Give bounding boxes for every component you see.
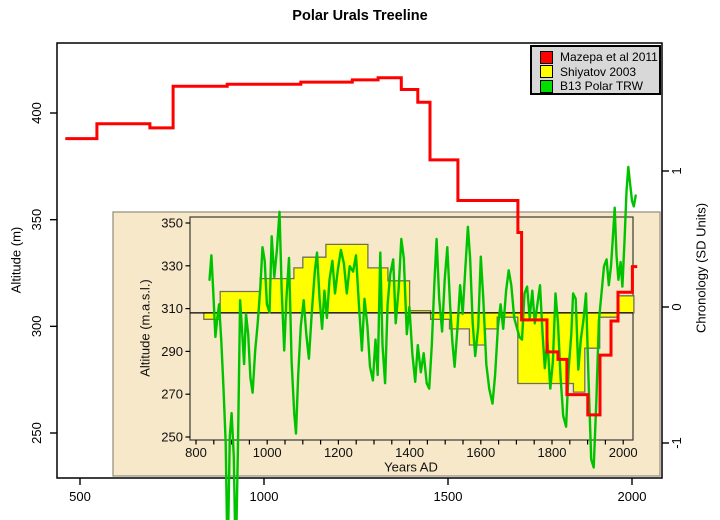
chart-title: Polar Urals Treeline (292, 8, 428, 24)
inset-x-tick-label: 2000 (609, 445, 638, 460)
legend-item-b13: B13 Polar TRW (540, 79, 659, 94)
right-axis-tick-label: 0 (669, 303, 684, 310)
inset-x-tick-label: 1200 (324, 445, 353, 460)
inset-x-axis-title: Years AD (384, 459, 438, 475)
inset-x-tick-label: 1400 (395, 445, 424, 460)
legend-label: B13 Polar TRW (560, 79, 643, 94)
inset-y-tick-label: 310 (161, 301, 183, 316)
right-axis-tick-label: 1 (669, 167, 684, 174)
right-axis-title: Chronology (SD Units) (693, 202, 709, 334)
mazepa-treeline (65, 76, 638, 417)
legend-item-shiyatov: Shiyatov 2003 (540, 65, 659, 80)
left-axis-title: Altitude (m) (8, 226, 24, 294)
x-axis-tick-label: 2000 (618, 489, 647, 504)
inset-x-tick-label: 1600 (466, 445, 495, 460)
legend-swatch-green (540, 79, 553, 93)
main-plot-box (56, 42, 663, 479)
inset-x-tick-label: 1800 (538, 445, 567, 460)
inset-x-tick-label: 800 (185, 445, 207, 460)
right-axis-tick-label: -1 (669, 437, 684, 449)
x-axis-tick-label: 500 (69, 489, 91, 504)
inset-y-tick-label: 270 (161, 387, 183, 402)
inset-plot-box (189, 216, 634, 441)
left-axis-tick-label: 250 (29, 422, 44, 444)
x-axis-tick-label: 1000 (250, 489, 279, 504)
legend-swatch-red (540, 50, 553, 64)
legend-label: Shiyatov 2003 (560, 64, 637, 79)
legend-label: Mazepa et al 2011 (560, 50, 658, 65)
inset-y-tick-label: 350 (161, 216, 183, 231)
left-axis-tick-label: 350 (29, 209, 44, 231)
x-axis-tick-label: 1500 (434, 489, 463, 504)
legend: Mazepa et al 2011 Shiyatov 2003 B13 Pola… (530, 45, 661, 95)
shiyatov-area (203, 243, 635, 393)
b13-trw-line (208, 165, 637, 520)
inset-y-tick-label: 290 (161, 344, 183, 359)
left-axis-tick-label: 300 (29, 315, 44, 337)
legend-item-mazepa: Mazepa et al 2011 (540, 50, 659, 65)
inset-y-axis-title: Altitude (m.a.s.l.) (137, 279, 153, 377)
legend-swatch-yellow (540, 65, 553, 79)
inset-y-tick-label: 250 (161, 430, 183, 445)
inset-y-tick-label: 330 (161, 258, 183, 273)
inset-x-tick-label: 1000 (253, 445, 282, 460)
left-axis-tick-label: 400 (29, 102, 44, 124)
